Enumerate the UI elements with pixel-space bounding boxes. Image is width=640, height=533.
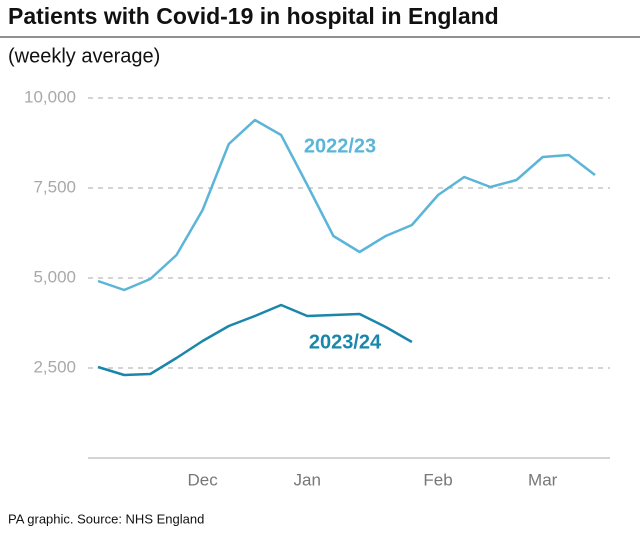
series-label: 2022/23 <box>304 135 376 157</box>
chart-subtitle: (weekly average) <box>8 45 160 67</box>
y-tick-label: 5,000 <box>33 267 76 286</box>
series-line <box>97 118 596 292</box>
x-tick-label: Mar <box>528 470 558 489</box>
series-label: 2023/24 <box>309 331 382 353</box>
y-tick-label: 2,500 <box>33 357 76 376</box>
series-line <box>97 303 413 377</box>
chart-title: Patients with Covid-19 in hospital in En… <box>8 3 499 29</box>
y-tick-label: 7,500 <box>33 177 76 196</box>
x-tick-label: Dec <box>188 470 219 489</box>
x-tick-label: Feb <box>423 470 452 489</box>
y-tick-label: 10,000 <box>24 87 76 106</box>
source-note: PA graphic. Source: NHS England <box>8 511 204 526</box>
x-tick-label: Jan <box>294 470 321 489</box>
